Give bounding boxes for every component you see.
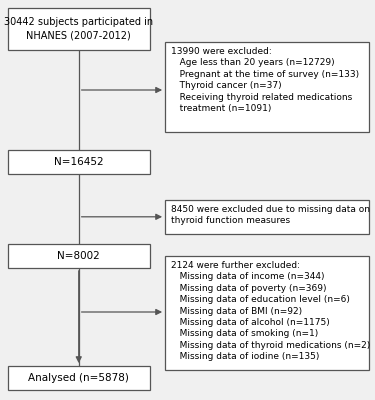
- Text: N=8002: N=8002: [57, 251, 100, 261]
- FancyBboxPatch shape: [165, 200, 369, 234]
- FancyBboxPatch shape: [8, 244, 150, 268]
- Text: 2124 were further excluded:
   Missing data of income (n=344)
   Missing data of: 2124 were further excluded: Missing data…: [171, 261, 370, 362]
- FancyBboxPatch shape: [8, 8, 150, 50]
- FancyBboxPatch shape: [165, 42, 369, 132]
- Text: N=16452: N=16452: [54, 157, 104, 167]
- FancyBboxPatch shape: [8, 150, 150, 174]
- Text: 30442 subjects participated in
NHANES (2007-2012): 30442 subjects participated in NHANES (2…: [4, 17, 153, 41]
- Text: 8450 were excluded due to missing data on
thyroid function measures: 8450 were excluded due to missing data o…: [171, 205, 370, 225]
- FancyBboxPatch shape: [8, 366, 150, 390]
- Text: 13990 were excluded:
   Age less than 20 years (n=12729)
   Pregnant at the time: 13990 were excluded: Age less than 20 ye…: [171, 47, 359, 113]
- Text: Analysed (n=5878): Analysed (n=5878): [28, 373, 129, 383]
- FancyBboxPatch shape: [165, 256, 369, 370]
